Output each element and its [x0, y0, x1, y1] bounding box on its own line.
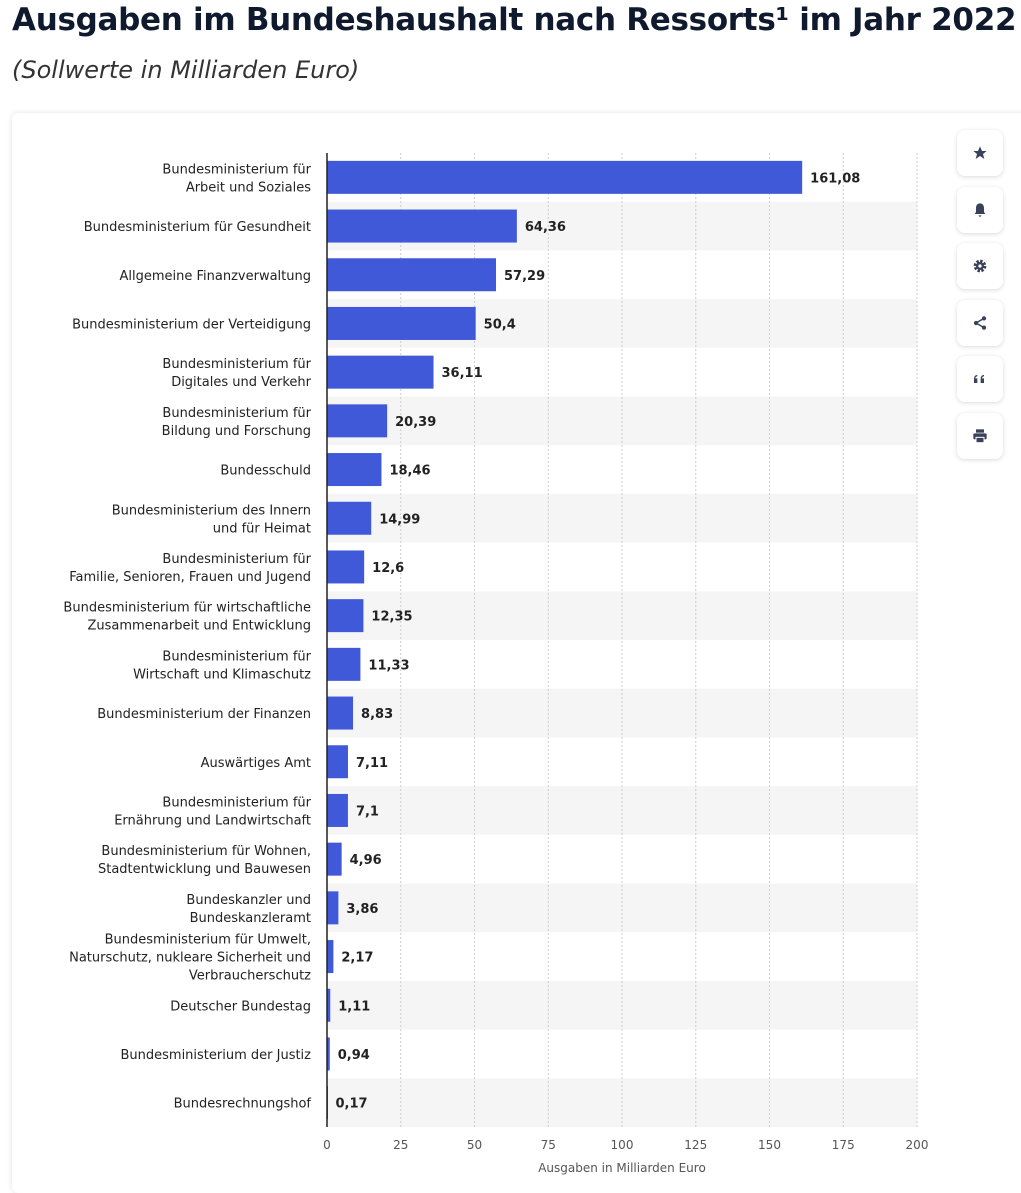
bar [327, 988, 331, 1022]
data-label: 0,94 [338, 1048, 370, 1063]
category-label: Deutscher Bundestag [170, 999, 311, 1014]
category-label: Bundesministerium für Gesundheit [84, 220, 311, 235]
x-tick-label: 50 [467, 1138, 482, 1152]
data-label: 12,35 [371, 610, 412, 625]
row-band [327, 591, 917, 640]
data-label: 3,86 [346, 902, 378, 917]
row-band [327, 883, 917, 933]
bar [327, 891, 339, 925]
bar [327, 355, 434, 389]
favorite-button[interactable] [957, 130, 1003, 176]
bar [327, 160, 803, 194]
category-label: Bundesministerium für Arbeit und Soziales [162, 162, 311, 195]
data-label: 8,83 [361, 707, 393, 722]
category-label: Bundesministerium für wirtschaftliche Zus… [63, 601, 311, 634]
bell-icon [974, 202, 986, 217]
x-tick-label: 25 [393, 1138, 408, 1152]
x-tick-label: 175 [832, 1138, 855, 1152]
bar [327, 696, 354, 730]
data-label: 7,11 [356, 756, 388, 771]
category-label: Bundesministerium der Justiz [120, 1048, 311, 1063]
print-button[interactable] [957, 412, 1003, 459]
category-label: Bundesministerium für Digitales und Verke… [162, 357, 311, 390]
category-label: Bundesministerium für Familie, Senioren, … [69, 552, 311, 585]
bar [327, 1037, 330, 1071]
share-icon [973, 315, 987, 330]
data-label: 50,4 [484, 317, 516, 332]
category-label: Bundesministerium für Bildung und Forschu… [162, 406, 312, 439]
bar [327, 404, 388, 438]
data-label: 1,11 [338, 999, 370, 1014]
data-label: 18,46 [389, 464, 430, 479]
bar [327, 306, 476, 340]
category-label: Bundesrechnungshof [174, 1097, 312, 1112]
category-label: Bundeskanzler und Bundeskanzleramt [186, 893, 311, 926]
bar [327, 793, 348, 827]
category-label: Bundesministerium für Wohnen, Stadtentwic… [98, 844, 311, 877]
category-label: Bundesministerium für Wirtschaft und Klim… [133, 649, 312, 682]
category-label: Auswärtiges Amt [201, 756, 311, 771]
x-axis-label: Ausgaben in Milliarden Euro [538, 1161, 706, 1175]
data-label: 20,39 [395, 415, 436, 430]
data-label: 14,99 [379, 512, 420, 527]
cite-button[interactable] [957, 356, 1003, 402]
bar [327, 209, 517, 243]
x-tick-label: 200 [906, 1138, 929, 1152]
category-label: Bundesministerium für Umwelt, Naturschutz… [69, 933, 311, 984]
bar [327, 842, 342, 876]
quote-icon [974, 375, 984, 383]
notification-button[interactable] [957, 186, 1003, 233]
x-tick-label: 0 [323, 1138, 331, 1152]
bar [327, 550, 365, 584]
category-label: Bundesministerium der Verteidigung [72, 317, 311, 332]
settings-button[interactable] [957, 243, 1003, 289]
data-label: 7,1 [356, 804, 379, 819]
category-label: Bundesministerium der Finanzen [97, 707, 311, 722]
category-label: Bundesministerium für Ernährung und Landw… [114, 795, 311, 828]
x-tick-label: 125 [684, 1138, 707, 1152]
print-icon [973, 428, 987, 443]
category-label: Bundesschuld [220, 464, 311, 479]
chart-title: Ausgaben im Bundeshaushalt nach Ressorts… [12, 2, 1017, 38]
bar [327, 501, 372, 535]
bar [327, 940, 334, 974]
x-tick-label: 150 [758, 1138, 781, 1152]
chart-subtitle: (Sollwerte in Milliarden Euro) [12, 56, 360, 84]
data-label: 12,6 [372, 561, 404, 576]
bar [327, 258, 497, 292]
x-tick-label: 75 [541, 1138, 556, 1152]
x-tick-label: 100 [611, 1138, 634, 1152]
bar [327, 647, 361, 681]
data-label: 11,33 [368, 658, 409, 673]
gear-icon [973, 259, 987, 273]
category-label: Bundesministerium des Innern und für Heim… [112, 503, 311, 536]
share-button[interactable] [957, 299, 1003, 346]
bar [327, 599, 364, 633]
data-label: 57,29 [504, 269, 545, 284]
data-label: 0,17 [336, 1097, 368, 1112]
bar [327, 453, 382, 487]
data-label: 4,96 [350, 853, 382, 868]
data-label: 64,36 [525, 220, 566, 235]
data-label: 2,17 [341, 951, 373, 966]
star-icon [973, 146, 987, 159]
data-label: 161,08 [810, 171, 860, 186]
bar [327, 745, 348, 779]
data-label: 36,11 [442, 366, 483, 381]
category-label: Allgemeine Finanzverwaltung [120, 269, 312, 284]
toolbar [957, 130, 1003, 469]
